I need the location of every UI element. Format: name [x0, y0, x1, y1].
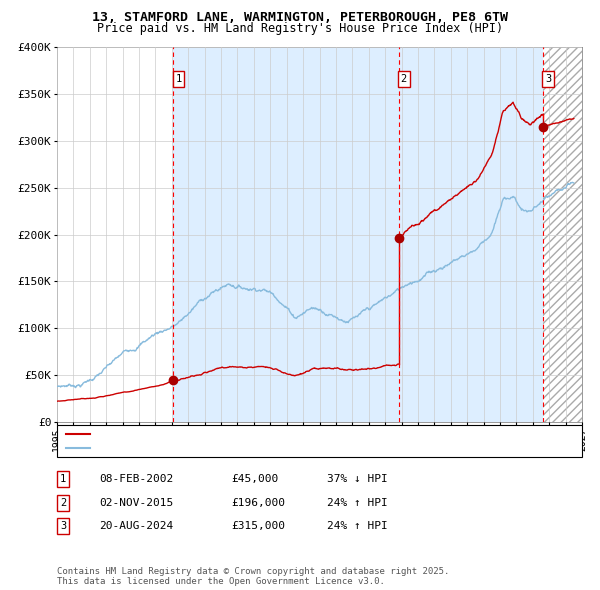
Text: HPI: Average price, semi-detached house, North Northamptonshire: HPI: Average price, semi-detached house,… — [94, 443, 464, 453]
Text: 20-AUG-2024: 20-AUG-2024 — [99, 522, 173, 531]
Bar — [173, 47, 543, 422]
Text: 1: 1 — [175, 74, 182, 84]
Text: £315,000: £315,000 — [231, 522, 285, 531]
Bar — [57, 47, 173, 422]
Text: Price paid vs. HM Land Registry's House Price Index (HPI): Price paid vs. HM Land Registry's House … — [97, 22, 503, 35]
Text: 08-FEB-2002: 08-FEB-2002 — [99, 474, 173, 484]
Text: 1: 1 — [60, 474, 66, 484]
Text: 2: 2 — [60, 498, 66, 507]
Text: 13, STAMFORD LANE, WARMINGTON, PETERBOROUGH, PE8 6TW (semi-detached house): 13, STAMFORD LANE, WARMINGTON, PETERBORO… — [94, 429, 529, 439]
Text: 24% ↑ HPI: 24% ↑ HPI — [327, 498, 388, 507]
Text: 02-NOV-2015: 02-NOV-2015 — [99, 498, 173, 507]
Text: 13, STAMFORD LANE, WARMINGTON, PETERBOROUGH, PE8 6TW: 13, STAMFORD LANE, WARMINGTON, PETERBORO… — [92, 11, 508, 24]
Text: £196,000: £196,000 — [231, 498, 285, 507]
Text: £45,000: £45,000 — [231, 474, 278, 484]
Text: Contains HM Land Registry data © Crown copyright and database right 2025.: Contains HM Land Registry data © Crown c… — [57, 566, 449, 576]
Text: 37% ↓ HPI: 37% ↓ HPI — [327, 474, 388, 484]
Text: 3: 3 — [545, 74, 551, 84]
Bar — [543, 47, 582, 422]
Bar — [543, 47, 582, 422]
Text: 3: 3 — [60, 522, 66, 531]
Text: 2: 2 — [401, 74, 407, 84]
Text: 24% ↑ HPI: 24% ↑ HPI — [327, 522, 388, 531]
Text: This data is licensed under the Open Government Licence v3.0.: This data is licensed under the Open Gov… — [57, 576, 385, 586]
